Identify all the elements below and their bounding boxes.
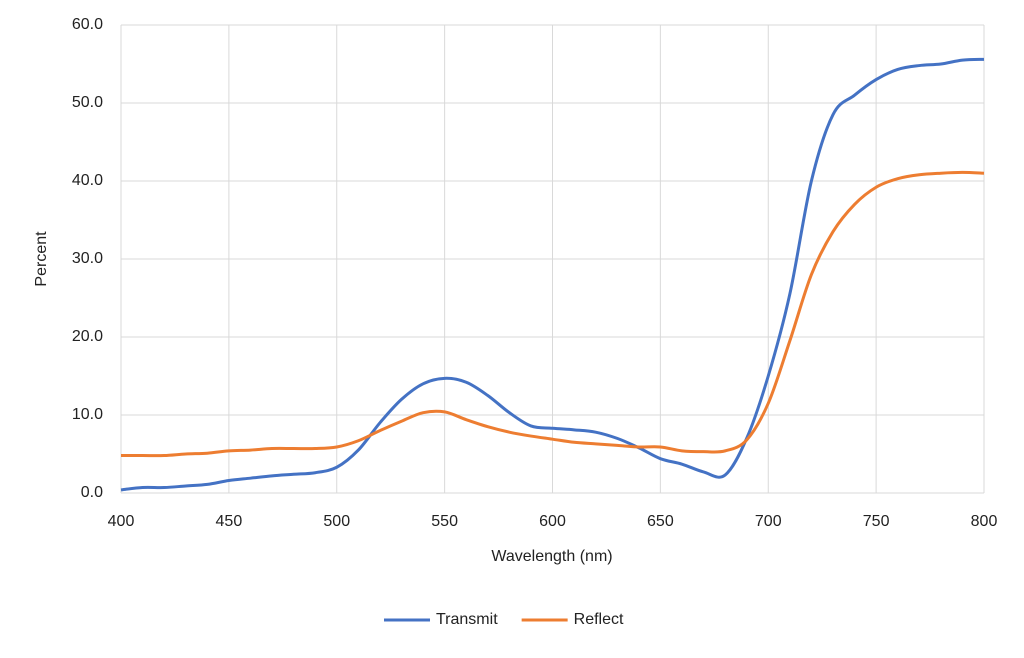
x-tick-label: 500: [323, 513, 350, 530]
x-axis-title: Wavelength (nm): [491, 548, 612, 565]
x-tick-label: 600: [539, 513, 566, 530]
y-tick-label: 40.0: [72, 172, 103, 189]
x-tick-label: 800: [971, 513, 998, 530]
y-axis-title: Percent: [33, 231, 50, 287]
y-tick-label: 60.0: [72, 16, 103, 33]
data-line: [120, 57, 985, 492]
y-tick-label: 30.0: [72, 250, 103, 267]
x-tick-label: 450: [216, 513, 243, 530]
y-tick-label: 0.0: [81, 484, 103, 501]
x-tick-label: 400: [108, 513, 135, 530]
legend-label: Transmit: [436, 611, 498, 628]
y-tick-label: 20.0: [72, 328, 103, 345]
x-tick-label: 550: [431, 513, 458, 530]
x-tick-label: 750: [863, 513, 890, 530]
x-tick-label: 700: [755, 513, 782, 530]
data-line: [120, 170, 985, 458]
x-tick-label: 650: [647, 513, 674, 530]
y-tick-label: 50.0: [72, 94, 103, 111]
legend-label: Reflect: [574, 611, 624, 628]
y-tick-label: 10.0: [72, 406, 103, 423]
